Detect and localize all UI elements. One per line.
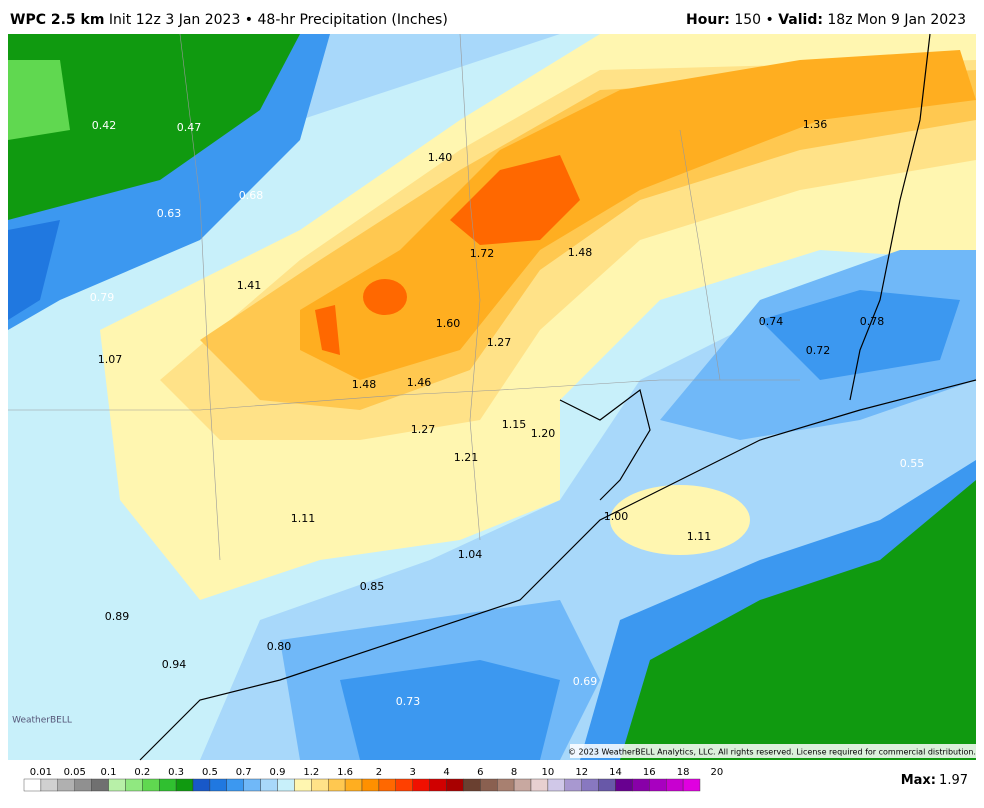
- value-label: 1.48: [568, 246, 593, 259]
- value-label: 1.04: [458, 548, 483, 561]
- value-label: 1.11: [291, 512, 316, 525]
- value-label: 0.94: [162, 658, 187, 671]
- hour-value: 150 •: [734, 12, 779, 28]
- value-label: 1.72: [470, 247, 495, 260]
- value-label: 1.07: [98, 353, 123, 366]
- value-label: 0.42: [92, 119, 117, 132]
- value-label: 0.72: [806, 344, 831, 357]
- value-label: 1.41: [237, 279, 262, 292]
- valid-label: Valid:: [778, 12, 823, 28]
- value-label: 0.73: [396, 695, 421, 708]
- value-label: 0.79: [90, 291, 115, 304]
- value-label: 0.78: [860, 315, 885, 328]
- hour-label: Hour:: [686, 12, 730, 28]
- valid-value: 18z Mon 9 Jan 2023: [827, 12, 966, 28]
- coastline: [139, 33, 977, 761]
- value-label: 1.15: [502, 418, 527, 431]
- copyright-bg: [570, 744, 976, 758]
- value-label: 0.69: [573, 675, 598, 688]
- value-label: 0.68: [239, 189, 264, 202]
- value-label: 0.85: [360, 580, 385, 593]
- value-label: 0.80: [267, 640, 292, 653]
- value-label: 1.60: [436, 317, 461, 330]
- value-label: 0.55: [900, 457, 925, 470]
- value-label: 1.36: [803, 118, 828, 131]
- value-label: 1.00: [604, 510, 629, 523]
- value-label: 1.40: [428, 151, 453, 164]
- value-label: 0.74: [759, 315, 784, 328]
- header-right: Hour: 150 • Valid: 18z Mon 9 Jan 2023: [686, 12, 966, 28]
- county-lines: [8, 33, 800, 561]
- value-label: 1.20: [531, 427, 556, 440]
- value-label: 1.46: [407, 376, 432, 389]
- value-labels: 0.42 0.47 1.40 1.36 0.68 0.63 1.72 1.48 1.41 0.79…: [90, 118, 925, 708]
- value-label: 0.89: [105, 610, 130, 623]
- precip-field: [8, 34, 976, 760]
- value-label: 1.27: [411, 423, 436, 436]
- run-description: Init 12z 3 Jan 2023 • 48-hr Precipitatio…: [108, 12, 448, 28]
- value-label: 0.47: [177, 121, 202, 134]
- value-label: 1.27: [487, 336, 512, 349]
- header-left: WPC 2.5 km Init 12z 3 Jan 2023 • 48-hr P…: [10, 12, 448, 28]
- value-label: 1.11: [687, 530, 712, 543]
- value-label: 1.48: [352, 378, 377, 391]
- logo: WeatherBELL: [12, 716, 72, 726]
- copyright: © 2023 WeatherBELL Analytics, LLC. All r…: [568, 748, 976, 757]
- value-label: 1.21: [454, 451, 479, 464]
- value-label: 0.63: [157, 207, 182, 220]
- model-name: WPC 2.5 km: [10, 12, 105, 28]
